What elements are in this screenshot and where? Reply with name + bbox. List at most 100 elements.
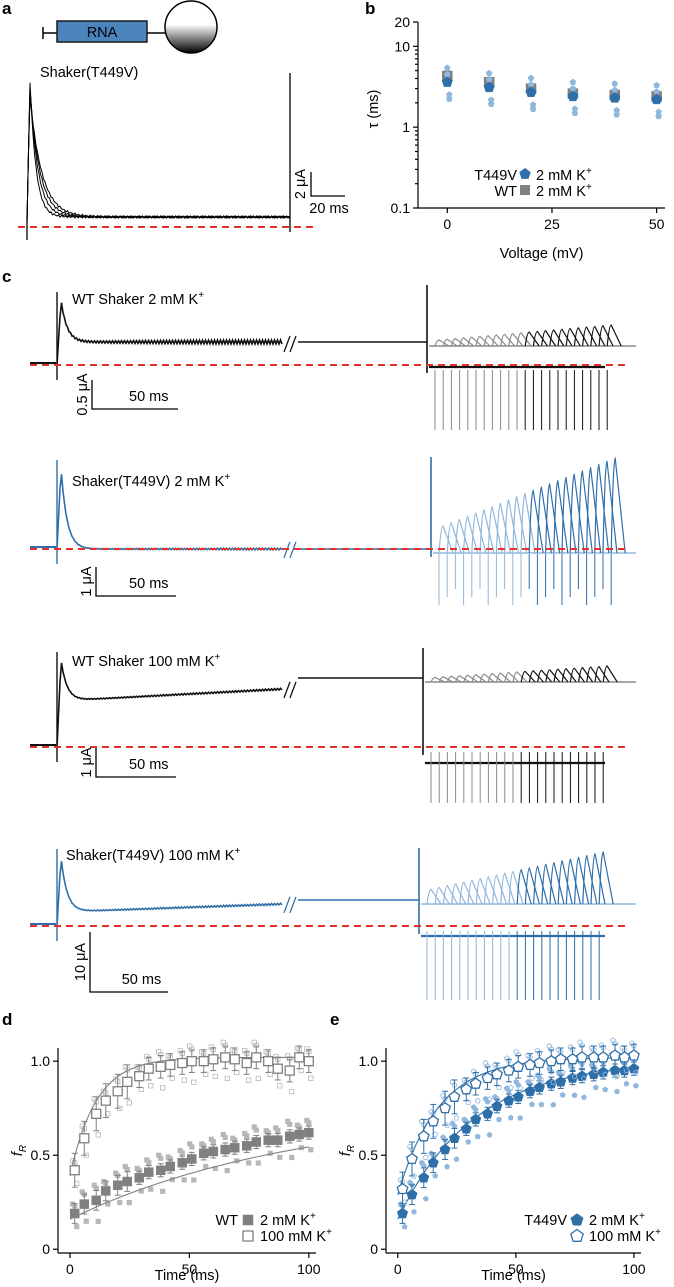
mean-point [418,1171,430,1183]
individual-point [411,1208,417,1215]
recovery-peak [442,885,458,905]
scale-y-label-a: 2 μA [293,169,309,199]
recovery-peak [574,856,590,905]
x-tick-label: 50 [182,1261,198,1277]
rna-label: RNA [87,25,118,41]
individual-point [581,1094,587,1100]
t449v-individual [613,111,621,118]
trace-group-4: Shaker(T449V) 100 mM K+10 μA 50 ms [30,846,636,1000]
trace-sweep [26,92,290,222]
individual-point [210,1139,216,1145]
recovery-peak [557,860,573,905]
recovery-peak [549,329,565,347]
recovery-peak [524,331,540,347]
mean-point [230,1142,240,1153]
legend-b-marker-2 [520,185,530,195]
t449v-individual [569,78,577,86]
recovery-peak [561,476,577,554]
x-axis-title: Time (ms) [481,1268,546,1284]
legend-marker [242,1230,254,1242]
panel-a: a RNA Shaker(T449V) 2 μA 20 ms [2,0,349,240]
mean-point [251,1137,262,1147]
individual-point [255,1160,261,1166]
recovery-peak [598,325,614,347]
individual-point [95,1218,101,1225]
individual-point [465,1138,472,1145]
recovery-peak [528,670,544,683]
individual-point [602,1086,609,1093]
chart-b: 0.1 1 10 20 0 25 50 Voltage (mV) τ (ms) [366,14,665,262]
panel-label-e: e [330,1010,339,1029]
mean-point [177,1157,187,1168]
mean-point [263,1056,274,1067]
mean-point [187,1154,197,1164]
recovery-peak [545,483,561,554]
recovery-peak [541,330,557,347]
y-tick-label: 0.5 [359,1147,379,1163]
axis-break [283,896,291,914]
mean-point [294,1129,305,1140]
mean-point [155,1165,166,1175]
y-axis-title-sub: R [346,1145,357,1152]
individual-point [189,1144,195,1150]
legend-prefix: T449V [524,1213,567,1229]
mean-point [555,1076,567,1087]
individual-point [224,1075,230,1082]
axis-break [283,335,291,353]
y-tick-label: 1 [402,119,410,135]
individual-point [203,1163,209,1170]
trace-label: Shaker(T449V) 2 mM K+ [72,472,230,490]
recovery-peak [487,505,503,554]
individual-point [484,1098,491,1105]
trace-label-a: Shaker(T449V) [40,65,138,81]
panel-label-b: b [365,0,375,18]
y-axis-title: τ (ms) [366,90,382,129]
t449v-individual [527,74,535,81]
legend-label-sup: + [639,1211,645,1222]
recovery-peak [545,669,561,683]
legend-label-sup: + [326,1227,332,1238]
individual-point [289,1154,295,1161]
recovery-peak [446,522,462,554]
legend-b-label-2: 2 mM K+ [536,182,592,200]
mean-point [503,1094,515,1106]
individual-point [308,1147,314,1153]
individual-point [277,1154,283,1160]
recovery-peak [516,332,532,347]
y-tick-label: 1.0 [31,1053,51,1069]
individual-point [517,1114,524,1121]
scale-x-label: 50 ms [129,576,169,592]
individual-point [507,1114,514,1121]
individual-point [614,1073,620,1080]
recovery-peak [500,333,516,347]
t449v-individual [653,88,660,95]
mean-point [587,1051,600,1063]
individual-point [83,1218,89,1224]
recovery-peak [541,863,557,905]
recovery-peak [602,460,618,554]
individual-point [148,1186,154,1192]
scale-bar-a: 2 μA 20 ms [293,169,349,217]
individual-point [422,1195,429,1202]
trace-group-3: WT Shaker 100 mM K+1 μA 50 ms [30,648,636,803]
t449v-individual [611,80,619,87]
mean-point [533,1056,546,1069]
individual-point [401,1223,408,1230]
trace-label-text: Shaker(T449V) 100 mM K [66,848,235,864]
recovery-peak [577,470,593,554]
individual-point [571,1073,578,1079]
t449v-individual [611,86,619,93]
scale-bar [89,932,168,993]
individual-point [486,1131,493,1138]
scale-y-label: 0.5 μA [75,373,91,416]
individual-point [614,1088,620,1095]
recovery-peak [438,676,454,683]
individual-point [529,1101,535,1107]
recovery-peak [512,496,528,554]
individual-point [482,1059,489,1066]
x-tick-label: 50 [508,1261,524,1277]
mean-point [91,1108,102,1119]
t449v-individual [653,81,660,89]
individual-point [550,1101,557,1108]
